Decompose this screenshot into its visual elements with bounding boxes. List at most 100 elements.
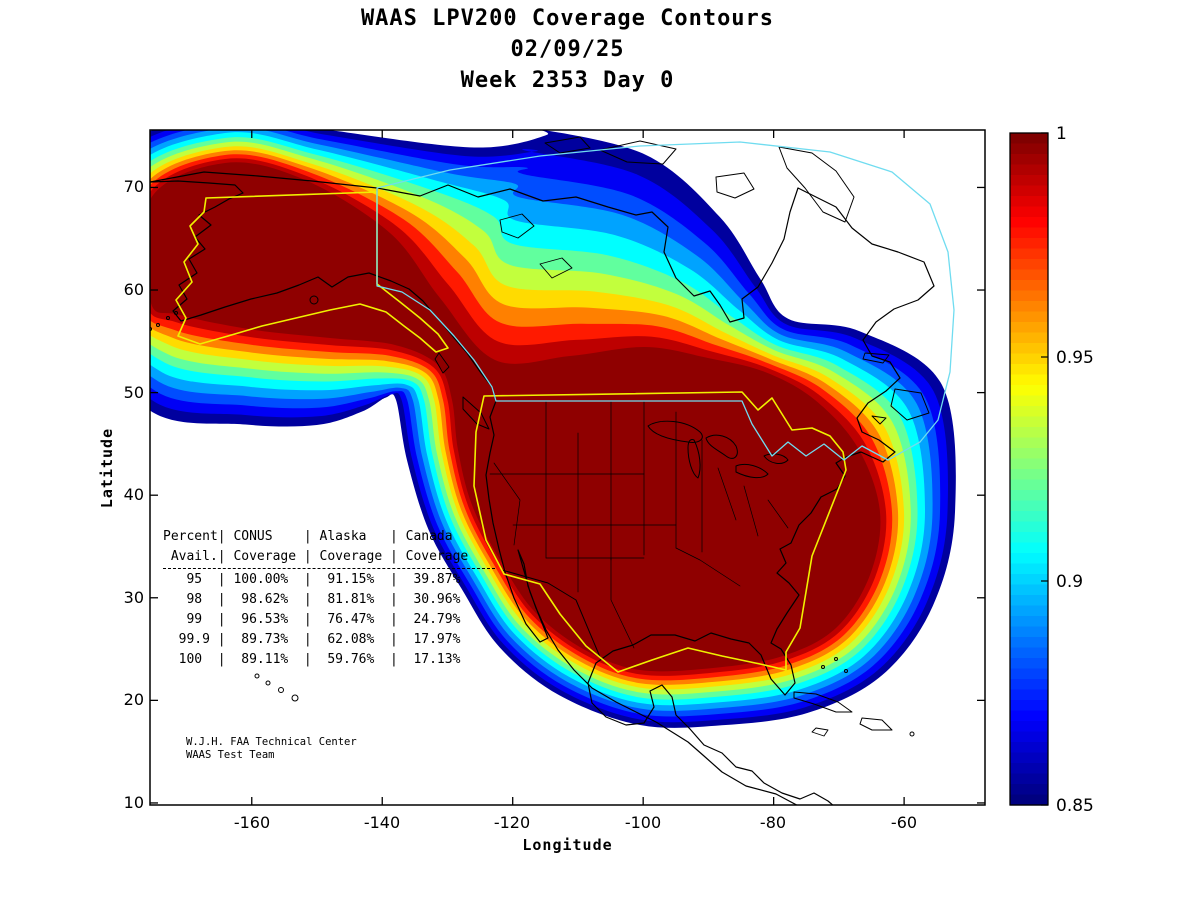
coastline-path [544, 136, 591, 154]
colorbar-segment [1010, 637, 1048, 649]
colorbar-segment [1010, 353, 1048, 365]
colorbar-border [1009, 132, 1049, 806]
contour-band [150, 162, 881, 672]
island-dot [834, 657, 838, 661]
coastline-path [150, 171, 935, 805]
colorbar-segment [1010, 343, 1048, 355]
y-tick-label: 20 [123, 690, 144, 709]
coastline-path [763, 453, 789, 464]
colorbar-segment [1010, 689, 1048, 701]
x-tick-label: -100 [624, 813, 662, 832]
colorbar-segment [1010, 227, 1048, 239]
colorbar-segment [1010, 605, 1048, 617]
island-dot [150, 327, 152, 331]
island-dot [909, 731, 915, 737]
y-tick-label: 70 [123, 177, 144, 196]
colorbar-segment [1010, 721, 1048, 733]
table-row: 99.9 | 89.73% | 62.08% | 17.97% [163, 632, 461, 647]
colorbar-segment [1010, 322, 1048, 334]
colorbar-segment [1010, 301, 1048, 313]
island-dot [821, 665, 825, 669]
table-divider [163, 568, 495, 569]
table-row: 100 | 89.11% | 59.76% | 17.13% [163, 652, 461, 667]
coastline-path [539, 257, 573, 279]
colorbar-segment [1010, 458, 1048, 470]
y-tick-label: 60 [123, 280, 144, 299]
coastline-path [599, 140, 677, 165]
title-date: 02/09/25 [510, 37, 625, 62]
coastline-path [493, 462, 521, 546]
contour-bands [150, 130, 956, 728]
colorbar-segment [1010, 553, 1048, 565]
colorbar-segment [1010, 406, 1048, 418]
table-header-row: Avail.| Coverage | Coverage | Coverage [163, 549, 469, 564]
island-dot [278, 687, 284, 693]
island-dot [291, 694, 299, 702]
island-dot [174, 311, 178, 315]
colorbar-segment [1010, 542, 1048, 554]
coastline-path [501, 569, 601, 658]
table-row: 95 | 100.00% | 91.15% | 39.87% [163, 572, 461, 587]
island-dot [166, 316, 170, 320]
y-tick-label: 10 [123, 793, 144, 812]
plot-area [150, 130, 985, 805]
island-dot [265, 680, 271, 686]
table-row: 98 | 98.62% | 81.81% | 30.96% [163, 592, 461, 607]
y-axis-label: Latitude [98, 427, 116, 509]
colorbar-segment [1010, 416, 1048, 428]
colorbar-segment [1010, 133, 1048, 145]
colorbar-segment [1010, 742, 1048, 754]
axis-tick-marks [150, 130, 985, 805]
x-tick-label: -120 [493, 813, 531, 832]
coastline-path [862, 352, 890, 364]
colorbar-segment [1010, 679, 1048, 691]
island-dot [254, 673, 260, 679]
coastline-path [715, 172, 755, 199]
coastline-path [859, 717, 893, 731]
coastline-path [462, 396, 490, 430]
service-boundary-cyan [376, 141, 955, 461]
colorbar-segment [1010, 248, 1048, 260]
colorbar-segment [1010, 794, 1048, 806]
coastline-path [647, 420, 703, 443]
coastline-path [717, 467, 737, 521]
colorbar-segment [1010, 164, 1048, 176]
colorbar-segment [1010, 563, 1048, 575]
colorbar-segment [1010, 217, 1048, 229]
island-dot [156, 323, 160, 327]
x-tick-label: -60 [890, 813, 918, 832]
coastline-path [890, 388, 930, 421]
coastline-path [735, 463, 769, 479]
colorbar-tick-label: 0.85 [1056, 796, 1094, 816]
coastline-path [687, 439, 701, 479]
colorbar-segment [1010, 185, 1048, 197]
colorbar-segment [1010, 574, 1048, 586]
colorbar-segment [1010, 332, 1048, 344]
colorbar-segment [1010, 290, 1048, 302]
credit-line: W.J.H. FAA Technical Center [186, 736, 357, 748]
colorbar-segment [1010, 206, 1048, 218]
title-week-day: Week 2353 Day 0 [460, 68, 675, 93]
colorbar-segment [1010, 511, 1048, 523]
y-tick-label: 40 [123, 485, 144, 504]
colorbar-segment [1010, 752, 1048, 764]
colorbar-segment [1010, 763, 1048, 775]
coastline-path [705, 434, 738, 459]
colorbar-segment [1010, 479, 1048, 491]
colorbar-segment [1010, 784, 1048, 796]
coastline-path [767, 499, 789, 529]
x-axis-label: Longitude [522, 836, 613, 854]
island-dot [844, 669, 848, 673]
colorbar-segment [1010, 710, 1048, 722]
y-tick-label: 30 [123, 588, 144, 607]
colorbar-segment [1010, 143, 1048, 155]
table-header-row: Percent| CONUS | Alaska | Canada [163, 529, 453, 544]
colorbar-segment [1010, 595, 1048, 607]
colorbar-segment [1010, 731, 1048, 743]
colorbar-segment [1010, 437, 1048, 449]
colorbar-segment [1010, 584, 1048, 596]
colorbar-segment [1010, 469, 1048, 481]
colorbar-tick-label: 0.95 [1056, 348, 1094, 368]
coastline-path [811, 727, 829, 737]
